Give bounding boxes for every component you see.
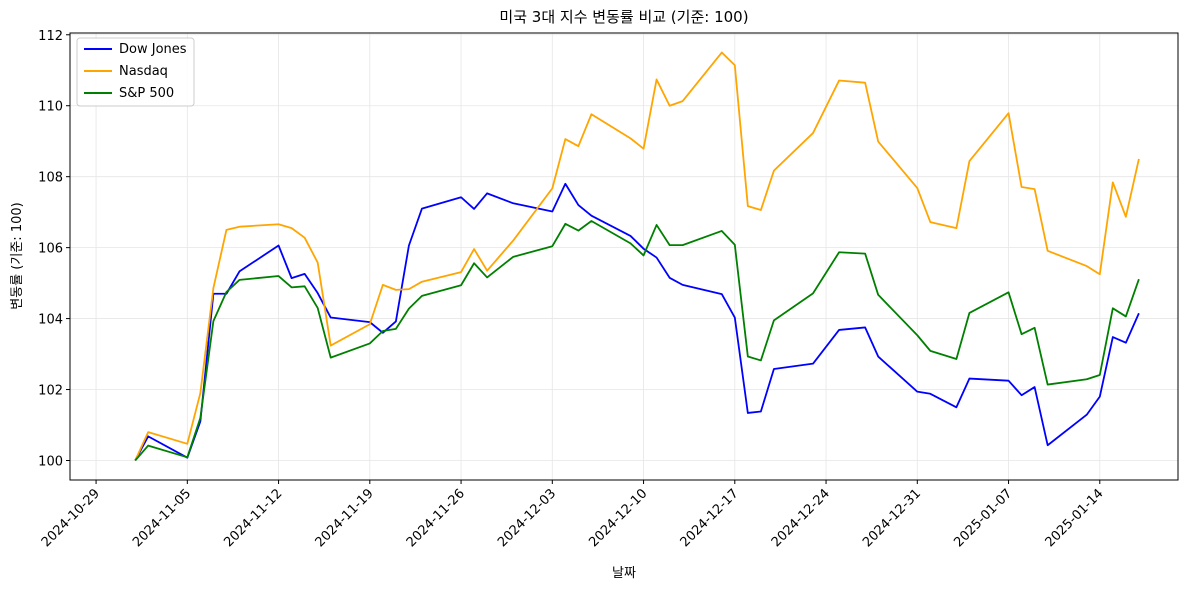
y-axis: 100 102 104 106 108 110 112 bbox=[38, 29, 70, 469]
y-tick-label: 108 bbox=[38, 171, 63, 186]
legend-label-sp500: S&P 500 bbox=[119, 86, 174, 101]
series-line-sp500 bbox=[134, 220, 1140, 462]
series-line-nasdaq bbox=[134, 51, 1140, 461]
y-tick-label: 102 bbox=[38, 384, 63, 399]
legend-label-nasdaq: Nasdaq bbox=[119, 64, 168, 79]
legend-box bbox=[76, 37, 195, 107]
y-axis-title: 변동률 (기준: 100) bbox=[10, 202, 25, 309]
chart-title: 미국 3대 지수 변동률 비교 (기준: 100) bbox=[499, 8, 748, 26]
plot-frame bbox=[69, 32, 1179, 481]
legend-label-dow-jones: Dow Jones bbox=[119, 42, 187, 57]
legend: Dow Jones Nasdaq S&P 500 bbox=[76, 37, 195, 107]
y-tick-label: 110 bbox=[38, 100, 63, 115]
y-tick-label: 100 bbox=[38, 454, 63, 469]
series-line-dow-jones bbox=[134, 182, 1140, 461]
y-tick-label: 106 bbox=[38, 242, 63, 257]
series-group bbox=[134, 51, 1140, 462]
grid bbox=[70, 33, 1178, 480]
y-tick-label: 104 bbox=[38, 313, 63, 328]
x-axis-title: 날짜 bbox=[612, 566, 636, 581]
y-tick-label: 112 bbox=[38, 29, 63, 44]
